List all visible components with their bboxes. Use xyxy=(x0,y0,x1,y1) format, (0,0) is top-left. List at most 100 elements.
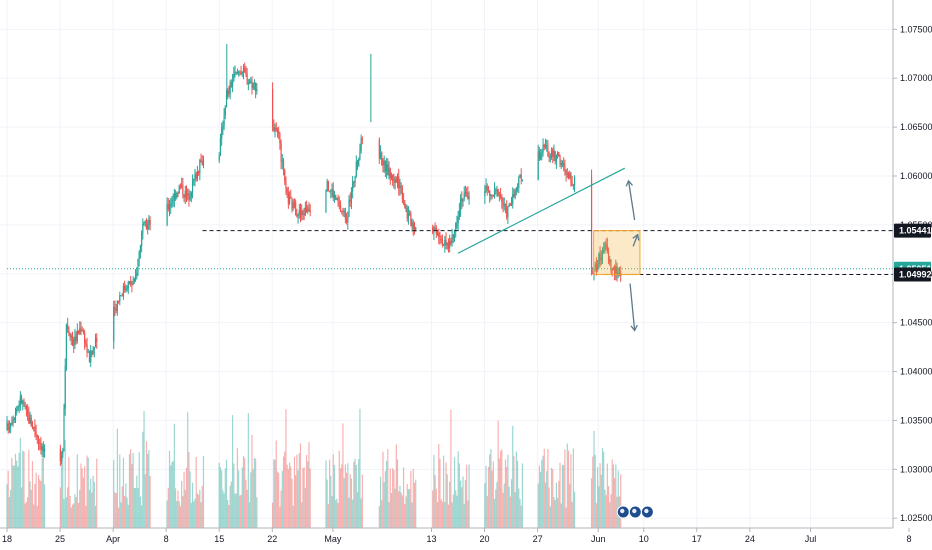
candle-body xyxy=(359,151,361,160)
volume-bar xyxy=(25,501,28,528)
candle-body xyxy=(233,74,235,81)
volume-bar xyxy=(34,483,36,528)
volume-bar xyxy=(604,489,606,528)
volume-bar xyxy=(610,494,612,528)
volume-bar xyxy=(240,494,242,528)
candle-body xyxy=(392,174,394,182)
x-axis-panel xyxy=(0,528,932,550)
candle-body xyxy=(299,209,302,215)
volume-bar xyxy=(40,481,42,528)
volume-bar xyxy=(302,468,304,528)
volume-bar xyxy=(513,456,515,528)
volume-bar xyxy=(333,465,336,528)
volume-bar xyxy=(394,488,396,528)
volume-bar xyxy=(193,501,195,528)
volume-bar xyxy=(449,481,451,528)
candle-body xyxy=(185,190,188,196)
candle-body xyxy=(307,208,309,212)
volume-bar xyxy=(599,463,601,528)
volume-bar xyxy=(141,505,143,528)
candle-body xyxy=(383,160,385,166)
volume-bar xyxy=(13,465,15,528)
candle-body xyxy=(348,199,350,217)
volume-bar xyxy=(181,480,183,528)
candle-body xyxy=(438,232,440,237)
candle-body xyxy=(396,176,399,183)
candle-body xyxy=(65,324,68,367)
volume-bar xyxy=(96,458,98,528)
candle-body xyxy=(29,417,31,424)
volume-bar xyxy=(382,451,384,528)
volume-bar xyxy=(544,482,547,528)
volume-bar xyxy=(354,458,356,528)
candle-body xyxy=(609,259,611,263)
candle-body xyxy=(394,178,396,183)
volume-bar xyxy=(570,454,572,528)
volume-bar xyxy=(200,502,202,528)
candle-body xyxy=(120,295,122,297)
candle-body xyxy=(388,168,390,176)
volume-bar xyxy=(142,431,144,528)
volume-bar xyxy=(196,493,199,528)
volume-bar xyxy=(489,454,491,528)
candle-body xyxy=(398,176,400,189)
candle-body xyxy=(14,412,17,419)
volume-bar xyxy=(177,490,179,528)
volume-bar xyxy=(12,465,14,528)
candle-body xyxy=(349,199,351,203)
drawings[interactable] xyxy=(7,167,893,332)
candle-body xyxy=(461,198,463,202)
candle-body xyxy=(200,160,202,162)
candle-body xyxy=(592,272,594,274)
candle-body xyxy=(30,417,32,427)
volume-bar xyxy=(432,490,434,528)
volume-bar xyxy=(612,464,614,528)
volume-bar xyxy=(288,462,291,528)
y-tick-label: 1.06500 xyxy=(900,122,932,132)
candle-body xyxy=(566,173,568,175)
candle-body xyxy=(356,161,359,167)
candle-body xyxy=(227,90,229,95)
candle-body xyxy=(228,90,230,94)
volume-bar xyxy=(378,506,380,528)
event-icon-mark xyxy=(632,508,637,514)
volume-bar xyxy=(285,409,287,528)
candle-body xyxy=(137,258,139,273)
volume-bar xyxy=(28,449,30,528)
candle-body xyxy=(549,156,551,158)
volume-bar xyxy=(386,460,388,528)
volume-bar xyxy=(325,460,327,528)
candle-body xyxy=(456,223,458,225)
candle-body xyxy=(17,406,19,410)
candle-body xyxy=(190,192,192,197)
candle-body xyxy=(406,207,408,219)
volume-bar xyxy=(133,487,135,528)
candle-body xyxy=(127,281,129,289)
candle-body xyxy=(121,295,123,297)
candle-body xyxy=(73,339,75,346)
price-tag: 1.05441 xyxy=(894,223,932,238)
x-tick-label: 13 xyxy=(426,534,436,544)
event-icons[interactable] xyxy=(616,505,654,519)
candle-body xyxy=(225,94,228,108)
volume-bar xyxy=(620,474,622,528)
volume-bar xyxy=(443,455,445,528)
volume-bar xyxy=(339,468,342,528)
candle-body xyxy=(466,192,468,194)
candle-body xyxy=(40,443,42,450)
candle-body xyxy=(59,448,61,462)
volume-bar xyxy=(360,498,362,528)
volume-bar xyxy=(189,471,191,528)
volume-bar xyxy=(458,463,460,528)
candle-body xyxy=(187,193,189,196)
volume-bar xyxy=(287,469,289,528)
candle-body xyxy=(148,219,150,225)
candle-body xyxy=(338,203,340,205)
candle-body xyxy=(501,196,503,203)
volume-bar xyxy=(446,474,448,528)
candle-body xyxy=(389,168,391,178)
volume-bar xyxy=(88,489,91,528)
volume-bar xyxy=(81,468,83,528)
